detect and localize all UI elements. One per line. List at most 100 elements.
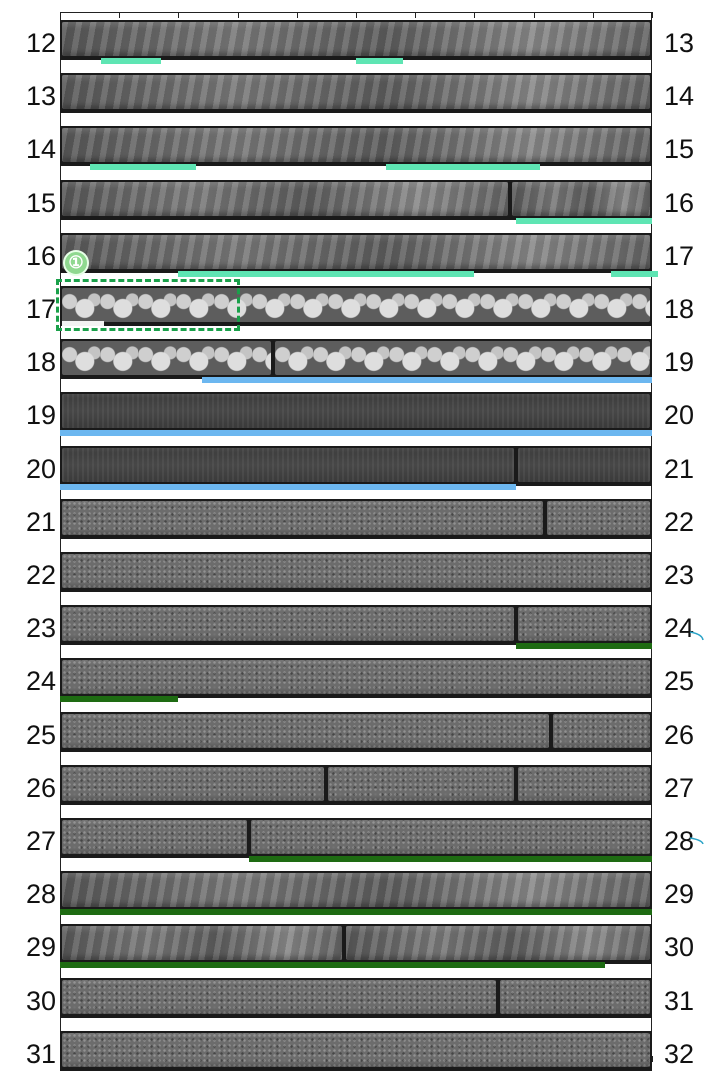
depth-label-right: 29: [664, 881, 695, 909]
green-interval-bar: [515, 643, 652, 650]
core-segment: [62, 447, 514, 482]
core-row: [60, 871, 652, 912]
green-interval-bar: [60, 696, 179, 703]
depth-label-right: 20: [664, 402, 695, 430]
depth-label-left: 12: [25, 28, 56, 58]
depth-label-right: 24: [664, 615, 695, 643]
core-segment: [62, 181, 508, 216]
core-segment: [62, 341, 272, 376]
core-row: [60, 658, 652, 699]
core-row: [60, 126, 652, 167]
depth-label-left: 21: [25, 506, 56, 537]
core-segment: [62, 660, 650, 695]
teal-interval-bar: [515, 217, 652, 224]
blue-interval-bar: [202, 377, 652, 384]
core-row: [60, 286, 652, 326]
core-row: [60, 73, 652, 114]
depth-label-left: 26: [25, 772, 56, 803]
green-interval-bar: [249, 856, 652, 862]
core-segment: [62, 128, 650, 163]
core-segment: [62, 234, 650, 269]
depth-label-left: 17: [25, 294, 56, 324]
depth-label-right: 27: [664, 774, 695, 802]
core-segment: [62, 607, 514, 642]
depth-label-right: 18: [664, 296, 695, 323]
depth-label-right: 25: [664, 668, 695, 696]
teal-interval-bar: [610, 270, 658, 277]
blue-curve-mark-upper: [689, 631, 704, 641]
core-segment: [62, 820, 248, 854]
depth-label-right: 22: [664, 508, 695, 536]
scale-tick: [178, 12, 180, 18]
depth-label-left: 18: [25, 347, 56, 378]
depth-label-right: 13: [664, 30, 695, 57]
core-segment: [346, 926, 650, 961]
core-row: [60, 179, 652, 220]
core-segment: [62, 713, 550, 748]
teal-interval-bar: [178, 270, 475, 277]
core-row: [60, 977, 652, 1018]
scale-tick: [652, 1056, 653, 1062]
scale-tick: [60, 12, 61, 18]
blue-curve-mark-lower: [689, 837, 704, 845]
scale-tick: [415, 12, 417, 18]
green-interval-bar: [60, 909, 652, 916]
core-row: [60, 1030, 652, 1071]
core-segment: [62, 554, 650, 588]
core-row: [60, 552, 652, 592]
depth-label-left: 19: [25, 400, 56, 431]
depth-label-left: 13: [25, 81, 56, 112]
blue-interval-bar: [60, 430, 652, 437]
core-segment: [62, 394, 650, 429]
depth-label-left: 27: [25, 826, 56, 856]
scale-tick: [356, 12, 357, 18]
depth-label-left: 22: [25, 560, 56, 590]
depth-label-right: 28: [664, 828, 695, 855]
scale-tick: [474, 12, 476, 18]
scale-tick: [592, 12, 594, 18]
core-segment: [500, 979, 650, 1014]
depth-label-left: 25: [25, 719, 56, 750]
depth-label-right: 32: [664, 1040, 695, 1068]
core-row: [60, 20, 652, 60]
teal-interval-bar: [356, 58, 404, 64]
core-segment: [517, 447, 651, 482]
teal-interval-bar: [89, 164, 197, 171]
depth-label-right: 30: [664, 934, 695, 962]
depth-label-right: 19: [664, 349, 695, 377]
core-row: [60, 392, 652, 433]
core-segment: [547, 500, 650, 535]
teal-interval-bar: [385, 164, 540, 171]
core-segment: [62, 1032, 650, 1067]
scale-tick: [296, 12, 298, 18]
depth-label-right: 16: [664, 189, 695, 217]
depth-label-left: 31: [25, 1038, 56, 1069]
depth-label-left: 24: [25, 666, 56, 697]
blue-interval-bar: [60, 483, 516, 490]
core-row: [60, 498, 652, 539]
teal-interval-bar: [101, 58, 161, 64]
depth-label-right: 26: [664, 721, 695, 749]
depth-label-left: 20: [25, 453, 56, 484]
scale-tick: [119, 12, 121, 18]
scale-tick: [652, 12, 653, 18]
depth-label-left: 16: [25, 240, 56, 271]
core-segment: [275, 341, 650, 376]
core-segment: [62, 766, 325, 801]
core-segment: [62, 926, 343, 961]
core-segment: [62, 288, 650, 322]
depth-label-left: 30: [25, 985, 56, 1016]
core-segment: [511, 181, 651, 216]
depth-label-left: 15: [25, 187, 56, 218]
core-row: [60, 605, 652, 646]
core-row: [60, 339, 652, 380]
core-segment: [62, 873, 650, 908]
core-segment: [62, 500, 544, 535]
core-segment: [553, 713, 650, 748]
core-segment: [62, 75, 650, 110]
core-segment: [62, 979, 497, 1014]
core-row: [60, 232, 652, 273]
core-row: [60, 764, 652, 805]
depth-label-left: 29: [25, 932, 56, 963]
